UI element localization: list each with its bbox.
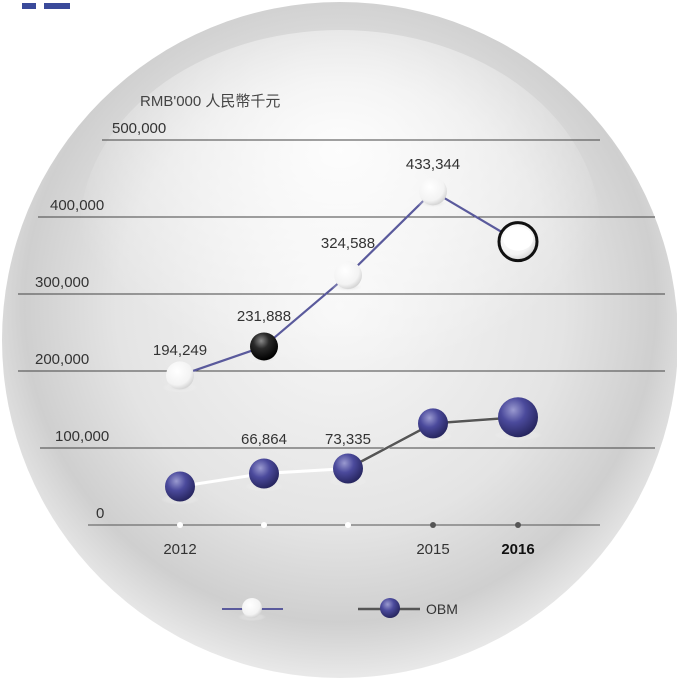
y-tick-label-3: 300,000 [35, 274, 89, 291]
series-1-data-label-0: 194,249 [153, 342, 207, 359]
unit-label: RMB'000 人民幣千元 [140, 93, 280, 110]
x-tick-label-4: 2016 [501, 541, 534, 558]
x-axis-dot-1 [261, 522, 267, 528]
series-2-point-0 [165, 471, 195, 502]
series-2-point-4 [498, 397, 538, 438]
series-2-data-label-1: 66,864 [241, 431, 287, 448]
series-1-point-0 [166, 361, 194, 390]
series-1-point-4-highlight [503, 226, 533, 251]
legend: OBM [222, 598, 458, 621]
y-tick-label-0: 0 [96, 505, 104, 522]
series-2-point-2 [333, 453, 363, 484]
x-axis-dot-2 [345, 522, 351, 528]
legend-label-series-2: OBM [426, 601, 458, 617]
header-mark [0, 0, 100, 10]
series-markers [161, 177, 542, 505]
series-1-point-2 [334, 261, 362, 290]
series-1-data-label-1: 231,888 [237, 308, 291, 325]
x-tick-label-0: 2012 [163, 541, 196, 558]
x-tick-label-3: 2015 [416, 541, 449, 558]
series-1-point-3 [419, 177, 447, 206]
x-axis-dot-4 [515, 522, 521, 528]
x-axis: 2012 2015 2016 [163, 522, 535, 558]
series-1-data-label-3: 433,344 [406, 156, 460, 173]
data-labels: 194,249 231,888 324,588 433,344 66,864 73,335 [153, 156, 460, 448]
x-axis-dot-3 [430, 522, 436, 528]
bubble-highlight [80, 30, 600, 430]
legend-marker-series-1 [242, 598, 262, 618]
series-2-data-label-2: 73,335 [325, 431, 371, 448]
y-axis-labels: 0 100,000 200,000 300,000 400,000 500,000 [35, 120, 166, 522]
series-2-point-1 [249, 458, 279, 489]
y-tick-label-5: 500,000 [112, 120, 166, 137]
x-axis-dot-0 [177, 522, 183, 528]
y-tick-label-1: 100,000 [55, 428, 109, 445]
series-2-point-3 [418, 408, 448, 439]
series-1-data-label-2: 324,588 [321, 235, 375, 252]
legend-marker-series-2 [380, 598, 400, 618]
y-tick-label-4: 400,000 [50, 197, 104, 214]
series-1-point-1 [250, 332, 278, 361]
grid-lines [18, 139, 665, 526]
y-tick-label-2: 200,000 [35, 351, 89, 368]
